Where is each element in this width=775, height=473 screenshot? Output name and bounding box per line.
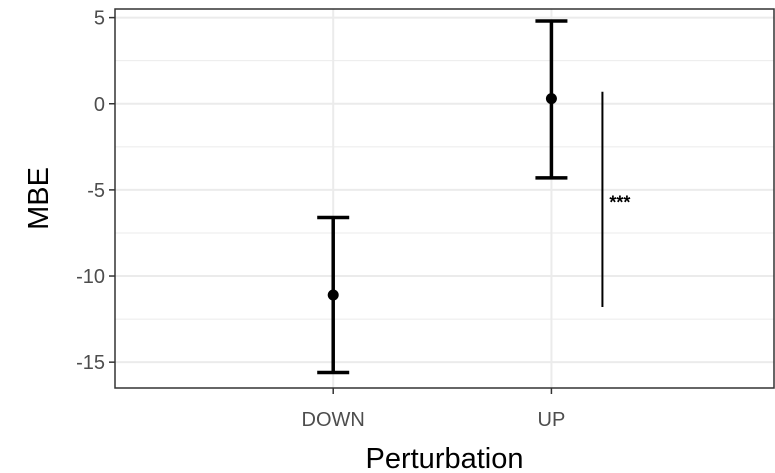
grid <box>115 9 774 388</box>
y-tick-label: -5 <box>87 180 105 202</box>
x-tick-label: DOWN <box>302 409 365 431</box>
y-tick-label: -10 <box>76 266 105 288</box>
mean-point <box>327 289 339 301</box>
x-axis-title: Perturbation <box>366 443 524 473</box>
panel-border <box>114 8 775 389</box>
x-tick-label: UP <box>538 409 566 431</box>
y-tick-label: 5 <box>94 8 105 30</box>
y-axis-title: MBE <box>23 167 55 230</box>
data-marks <box>317 19 568 375</box>
y-tick-label: -15 <box>76 352 105 374</box>
annotations: *** <box>601 91 630 308</box>
mean-point <box>545 93 557 105</box>
significance-label: *** <box>609 192 630 212</box>
x-axis: DOWN UP <box>302 388 566 431</box>
y-tick-label: 0 <box>94 94 105 116</box>
y-axis: 5 0 -5 -10 -15 <box>76 8 115 374</box>
